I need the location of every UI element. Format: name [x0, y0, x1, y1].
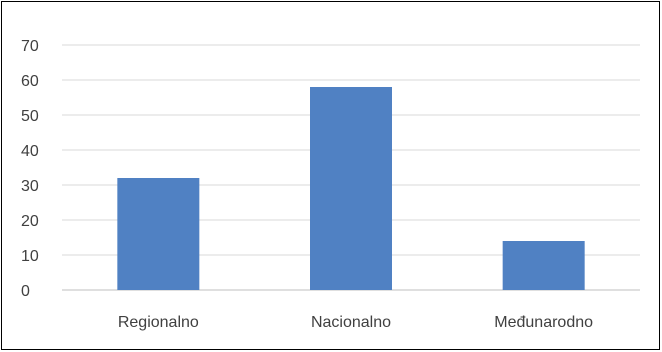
y-tick-label: 60 — [21, 73, 39, 90]
bar — [310, 87, 392, 290]
x-tick-label: Nacionalno — [311, 314, 391, 331]
x-tick-label: Međunarodno — [494, 314, 593, 331]
x-tick-label: Regionalno — [118, 314, 199, 331]
y-tick-label: 40 — [21, 143, 39, 160]
y-tick-label: 70 — [21, 38, 39, 55]
bar — [502, 241, 585, 290]
y-tick-label: 50 — [21, 108, 39, 125]
bar — [117, 178, 200, 290]
y-tick-label: 10 — [21, 248, 39, 265]
y-tick-label: 20 — [21, 213, 39, 230]
y-tick-label: 0 — [21, 283, 30, 300]
y-tick-label: 30 — [21, 178, 39, 195]
